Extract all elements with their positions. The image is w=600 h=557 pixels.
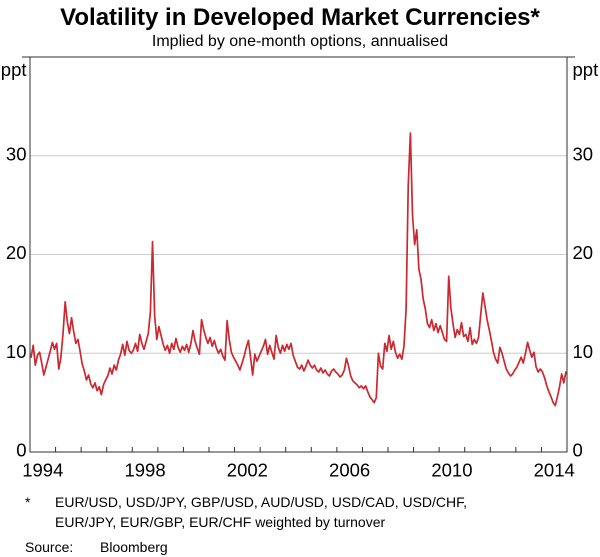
x-axis-label: 2014	[534, 460, 575, 481]
y-axis-label-right: 10	[573, 341, 594, 362]
y-axis-label-left: 20	[6, 242, 27, 263]
y-axis-label-left: 30	[6, 143, 27, 164]
x-axis-label: 2006	[329, 460, 370, 481]
x-axis-label: 2002	[227, 460, 268, 481]
footnote-text: EUR/USD, USD/JPY, GBP/USD, AUD/USD, USD/…	[55, 492, 555, 532]
chart-title: Volatility in Developed Market Currencie…	[60, 4, 540, 31]
source-value: Bloomberg	[100, 539, 168, 555]
footnote-line-1: EUR/USD, USD/JPY, GBP/USD, AUD/USD, USD/…	[55, 494, 468, 510]
y-axis-label-right: 20	[573, 242, 594, 263]
plot-frame	[29, 56, 568, 453]
y-axis-label-left: 10	[6, 341, 27, 362]
y-axis-label-left: 0	[16, 440, 26, 461]
volatility-line	[30, 132, 567, 407]
x-axis-label: 2010	[431, 460, 472, 481]
chart-subtitle: Implied by one-month options, annualised	[151, 33, 449, 50]
footnote-marker: *	[25, 494, 31, 510]
source-label: Source:	[25, 539, 74, 555]
x-axis-label: 1994	[22, 460, 63, 481]
footnote-line-2: EUR/JPY, EUR/GBP, EUR/CHF weighted by tu…	[55, 514, 386, 530]
x-axis-label: 1998	[124, 460, 165, 481]
unit-label-left: ppt	[1, 59, 27, 80]
unit-label-right: ppt	[573, 59, 599, 80]
y-axis-label-right: 30	[573, 143, 594, 164]
y-axis-label-right: 0	[573, 440, 583, 461]
